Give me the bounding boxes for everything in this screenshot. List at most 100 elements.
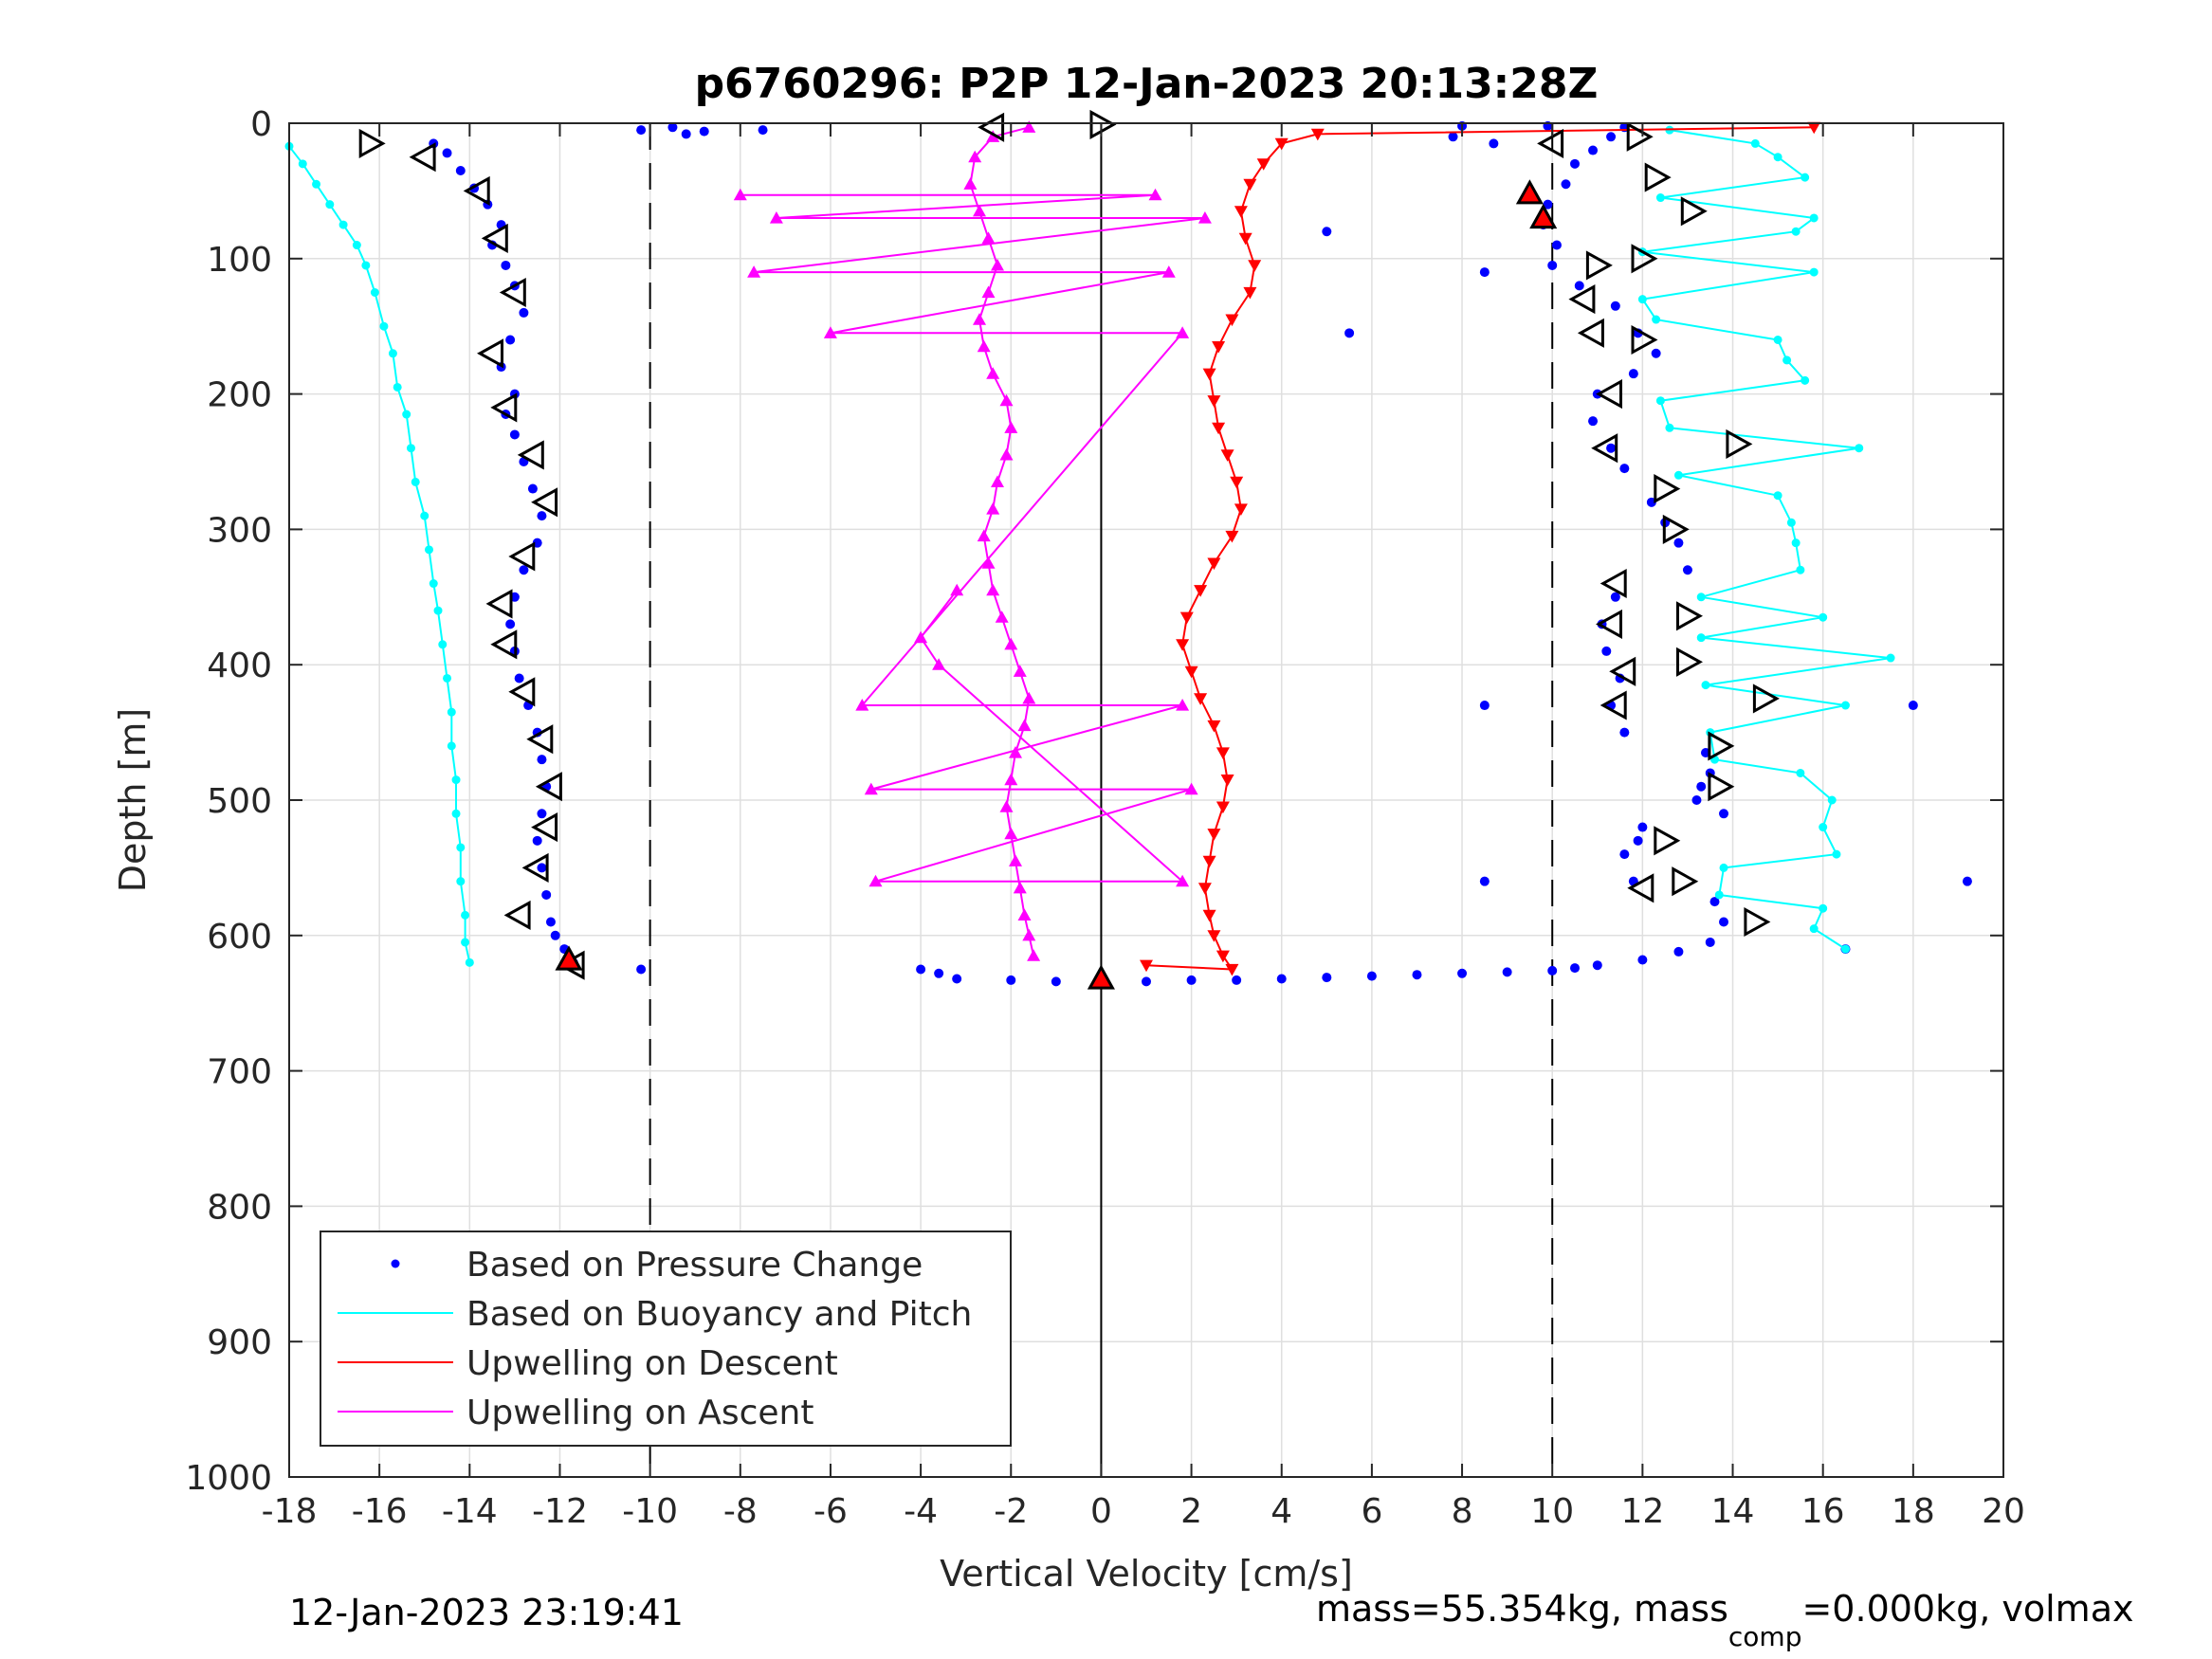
data-point xyxy=(1013,665,1027,677)
data-point xyxy=(1832,849,1841,859)
data-point xyxy=(769,211,783,224)
data-point xyxy=(550,930,560,940)
data-point xyxy=(1216,950,1230,963)
marker-right xyxy=(1676,647,1703,677)
marker-right xyxy=(1676,601,1703,631)
data-point xyxy=(747,265,761,278)
legend-label-ascent: Upwelling on Ascent xyxy=(466,1394,814,1432)
data-point xyxy=(1750,138,1760,148)
data-point xyxy=(1807,121,1821,135)
x-tick-label: -2 xyxy=(994,1492,1028,1531)
data-point xyxy=(1592,960,1602,971)
footer-timestamp: 12-Jan-2023 23:19:41 xyxy=(289,1592,684,1633)
data-point xyxy=(1004,637,1018,650)
data-point xyxy=(1628,369,1638,379)
data-point xyxy=(1017,908,1032,921)
data-point xyxy=(505,619,516,629)
data-point xyxy=(465,957,474,967)
series-group xyxy=(963,120,1041,961)
y-tick-label: 800 xyxy=(207,1188,272,1227)
data-point xyxy=(1230,476,1244,489)
series-group xyxy=(409,112,1654,980)
data-point xyxy=(1705,937,1715,947)
data-point xyxy=(667,122,678,133)
data-point xyxy=(1225,314,1239,327)
data-point xyxy=(1140,959,1153,973)
data-point xyxy=(1962,876,1972,886)
marker-left xyxy=(499,277,526,308)
data-point xyxy=(986,367,1000,379)
marker-right xyxy=(1585,250,1613,281)
data-point xyxy=(1184,665,1198,679)
data-point xyxy=(999,447,1014,461)
data-point xyxy=(433,606,443,615)
data-point xyxy=(455,165,466,175)
data-point xyxy=(986,583,1000,596)
data-point xyxy=(1696,633,1706,643)
data-point xyxy=(636,964,647,975)
marker-right xyxy=(1708,772,1735,802)
y-tick-label: 400 xyxy=(207,647,272,685)
data-point xyxy=(1782,356,1792,365)
y-axis-label: Depth [m] xyxy=(112,708,154,893)
data-point xyxy=(995,611,1009,623)
marker-left xyxy=(508,677,536,707)
data-point xyxy=(1207,930,1221,942)
data-point xyxy=(1022,928,1036,941)
data-point xyxy=(977,529,991,542)
data-point xyxy=(501,260,511,270)
marker-right xyxy=(1654,826,1681,856)
x-tick-label: 8 xyxy=(1452,1492,1473,1531)
y-tick-label: 300 xyxy=(207,511,272,550)
data-point xyxy=(999,393,1014,407)
data-point xyxy=(1606,132,1617,142)
marker-left xyxy=(503,900,531,930)
marker-red xyxy=(1087,964,1115,990)
x-tick-label: -6 xyxy=(814,1492,848,1531)
x-tick-label: 10 xyxy=(1530,1492,1574,1531)
data-point xyxy=(1696,781,1707,792)
data-point xyxy=(325,200,335,210)
data-point xyxy=(932,658,946,670)
data-point xyxy=(537,863,547,873)
series-group xyxy=(284,141,474,967)
legend-label-buoyancy: Based on Buoyancy and Pitch xyxy=(466,1295,972,1334)
data-point xyxy=(868,874,883,887)
data-point xyxy=(1310,128,1325,141)
data-point xyxy=(864,782,878,795)
data-point xyxy=(1142,976,1151,987)
legend-box xyxy=(320,1231,1012,1447)
marker-right xyxy=(1631,244,1658,274)
data-point xyxy=(1412,970,1422,980)
data-point xyxy=(1673,470,1683,480)
series-group xyxy=(733,188,1212,887)
data-point xyxy=(456,843,466,852)
marker-left xyxy=(531,812,558,843)
data-point xyxy=(298,159,307,169)
x-axis-label: Vertical Velocity [cm/s] xyxy=(940,1553,1353,1595)
data-point xyxy=(1610,592,1620,602)
marker-left xyxy=(477,338,503,369)
data-point xyxy=(1220,449,1234,462)
data-point xyxy=(1796,565,1805,574)
data-point xyxy=(1243,178,1257,191)
data-point xyxy=(1673,946,1684,957)
marker-right xyxy=(1644,162,1672,192)
data-point xyxy=(1238,232,1252,246)
data-point xyxy=(509,429,520,440)
data-point xyxy=(758,125,768,136)
data-point xyxy=(1009,746,1022,758)
x-tick-label: 20 xyxy=(1982,1492,2025,1531)
data-point xyxy=(1256,158,1271,171)
data-point xyxy=(537,511,547,521)
marker-left xyxy=(1627,873,1654,903)
data-point xyxy=(1009,854,1022,866)
data-point xyxy=(1502,967,1512,977)
data-point xyxy=(532,835,542,846)
data-point xyxy=(1216,747,1230,759)
data-point xyxy=(733,188,747,201)
data-point xyxy=(537,809,547,819)
data-point xyxy=(1186,975,1197,985)
marker-left xyxy=(1568,284,1596,315)
data-point xyxy=(1207,557,1221,571)
